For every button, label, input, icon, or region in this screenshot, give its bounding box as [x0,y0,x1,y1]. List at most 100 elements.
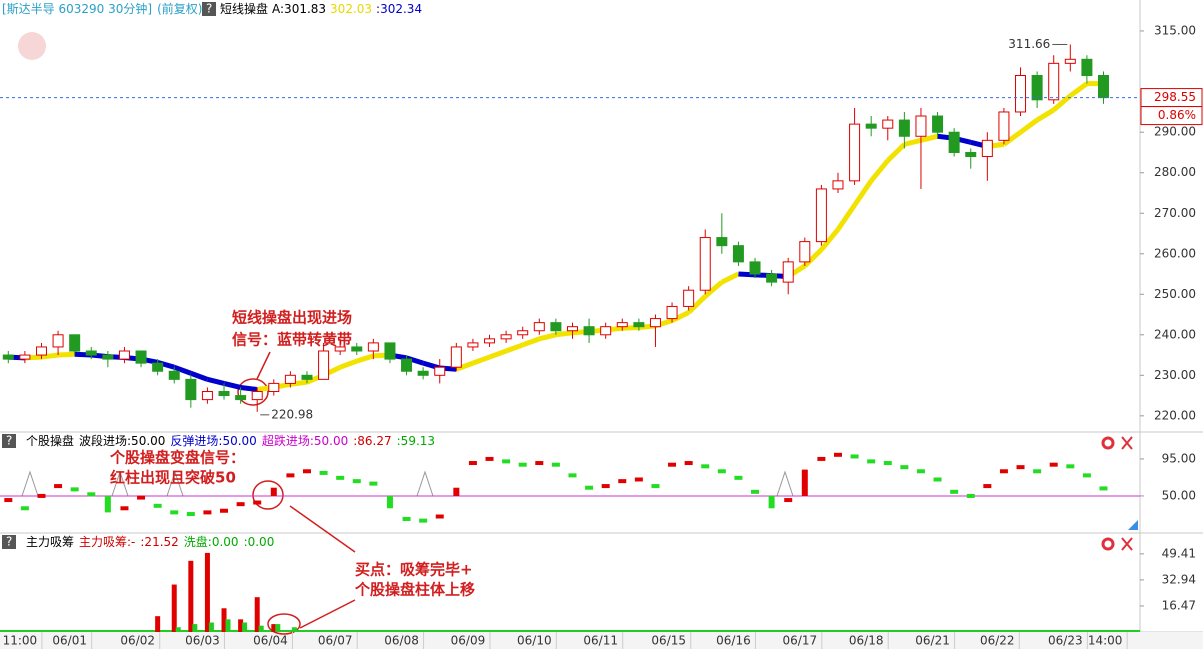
indicator-dot [668,462,677,467]
candle-body [52,334,64,348]
y-tick-label: 50.00 [1162,488,1196,502]
indicator-dot [585,485,594,490]
candle-body [683,289,695,307]
power-bar [208,622,214,632]
legend-title: 主力吸筹 [26,535,74,549]
band-segment [622,325,639,331]
annotation: 个股操盘变盘信号： [109,449,245,467]
candle-body [268,382,280,393]
power-bar [204,552,210,632]
band-segment [538,332,557,342]
candle-body [318,350,330,380]
power-bar [175,627,181,632]
candle-body [732,245,744,263]
power-bar [258,625,264,632]
candle-body [633,322,645,328]
band-segment [206,376,225,386]
indicator-dot [751,489,760,494]
power-bar [238,619,244,632]
band-segment [835,203,857,231]
triangle [166,470,184,497]
y-tick-label: 270.00 [1154,206,1196,220]
candle-body [284,374,296,384]
candle-body [517,330,529,336]
annotation: 信号：蓝带转黄带 [232,331,352,349]
candle-body [898,119,910,137]
candle-body [749,261,761,275]
band-segment [670,310,690,323]
candle-body [35,346,47,356]
legend-entry: :59.13 [397,434,435,448]
power-bar [275,624,281,632]
y-tick-label: 16.47 [1162,598,1196,612]
candle-body [69,334,81,352]
indicator-dot [784,498,793,503]
indicator-dot [551,462,560,467]
indicator-dot [535,461,544,466]
gear-icon[interactable] [1101,436,1115,450]
candle-body [450,346,462,368]
indicator-dot [253,500,262,505]
legend-entry: 超跌进场:50.00 [262,433,348,448]
indicator-dot [203,510,212,515]
chart-title: [斯达半导 603290 30分钟] [2,1,152,16]
highlight-ellipse [252,480,284,510]
indicator-dot [435,514,444,519]
x-tick-label: 06/08 [384,634,419,648]
band-segment [852,179,874,207]
candle-body [915,115,927,137]
indicator-dot [717,469,726,474]
band-segment [488,348,507,360]
candle-body [832,180,844,190]
icons [1101,436,1138,551]
band-segment [686,294,707,315]
power-bar [225,619,231,632]
legend-entry: 波段进场:50.00 [79,433,165,448]
indicator-dot [20,506,29,511]
y-tick-label: 260.00 [1154,246,1196,260]
indicator-dot [966,493,975,498]
candle-body [766,273,778,283]
candle-body [467,342,479,348]
power-bar [221,608,227,632]
band-segment [1052,93,1072,112]
candle-body [981,139,993,158]
indicator-dot [4,498,13,503]
indicator-dot [502,459,511,464]
y-tick-label: 220.00 [1154,408,1196,422]
candle-body [301,374,313,380]
help-mark: ? [206,2,212,16]
y-tick-label: 290.00 [1154,125,1196,139]
indicator-dot [916,469,925,474]
legend-entry: A:301.83 [272,2,326,16]
close-icon[interactable] [1121,436,1133,450]
x-axis-bar [0,632,1203,649]
candle-body [334,346,346,352]
band-segment [472,354,491,366]
indicator-dot [37,493,46,498]
gear-icon[interactable] [1101,537,1115,551]
x-tick-label: 06/10 [517,634,552,648]
x-tick-label: 06/22 [980,634,1015,648]
high-label: 311.66 [1008,37,1050,51]
indicator-dot [933,477,942,482]
close-icon[interactable] [1121,537,1133,551]
band-segment [455,360,474,372]
legend-title: 个股操盘 [26,433,74,448]
power-bar [171,584,177,632]
power-bar [242,622,248,632]
x-tick-label: 06/15 [651,634,686,648]
candle-body [1097,75,1109,99]
candle-body [882,119,894,129]
candle-body [185,378,197,401]
x-tick-label: 06/01 [52,634,87,648]
candle-body [998,111,1010,141]
power-bar [155,616,161,632]
candle-body [699,237,711,291]
indicator-dot [70,487,79,492]
candle-body [649,318,661,328]
price-label: 298.55 [1154,90,1196,104]
highlight-ellipse [267,613,301,635]
